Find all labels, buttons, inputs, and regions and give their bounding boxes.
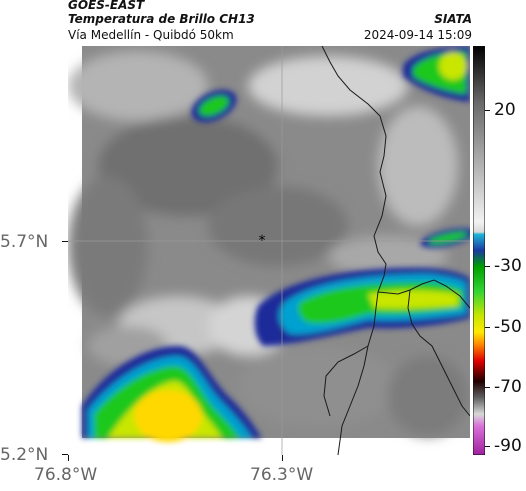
- cbar-tick-m90: [485, 446, 490, 447]
- cold-cloud-southwest: [82, 346, 262, 442]
- lon-tick-left: [68, 455, 69, 461]
- lat-label-5.7N: 5.7°N: [0, 232, 49, 252]
- lon-label-76.8W: 76.8°W: [34, 465, 98, 485]
- title-product: Temperatura de Brillo CH13: [68, 12, 255, 26]
- lat-tick-bottom: [62, 454, 68, 455]
- country-border: [321, 46, 470, 455]
- cbar-label-m30: -30: [494, 256, 522, 276]
- cbar-label-m50: -50: [494, 317, 522, 337]
- cbar-tick-m70: [485, 387, 490, 388]
- cbar-tick-m30: [485, 266, 490, 267]
- brightness-field: [68, 46, 470, 438]
- lat-label-5.2N: 5.2°N: [0, 445, 49, 465]
- cold-cloud-northeast: [403, 46, 470, 102]
- lon-label-76.3W: 76.3°W: [250, 465, 314, 485]
- cbar-label-m90: -90: [494, 436, 522, 456]
- cbar-tick-20: [485, 110, 490, 111]
- cold-cloud-north: [191, 89, 237, 123]
- timestamp: 2024-09-14 15:09: [363, 28, 472, 42]
- satellite-map[interactable]: *: [68, 46, 470, 455]
- org-label: SIATA: [434, 12, 472, 26]
- colorbar: [473, 46, 485, 455]
- lat-tick-top: [62, 241, 68, 242]
- graticule: [68, 46, 470, 455]
- cbar-label-20: 20: [494, 100, 516, 120]
- subtitle-region: Vía Medellín - Quibdó 50km: [68, 28, 234, 42]
- title-source: GOES-EAST: [68, 0, 145, 12]
- location-star-marker: *: [259, 233, 266, 249]
- cbar-tick-m50: [485, 327, 490, 328]
- cbar-label-m70: -70: [494, 377, 522, 397]
- lon-tick-right: [282, 455, 283, 461]
